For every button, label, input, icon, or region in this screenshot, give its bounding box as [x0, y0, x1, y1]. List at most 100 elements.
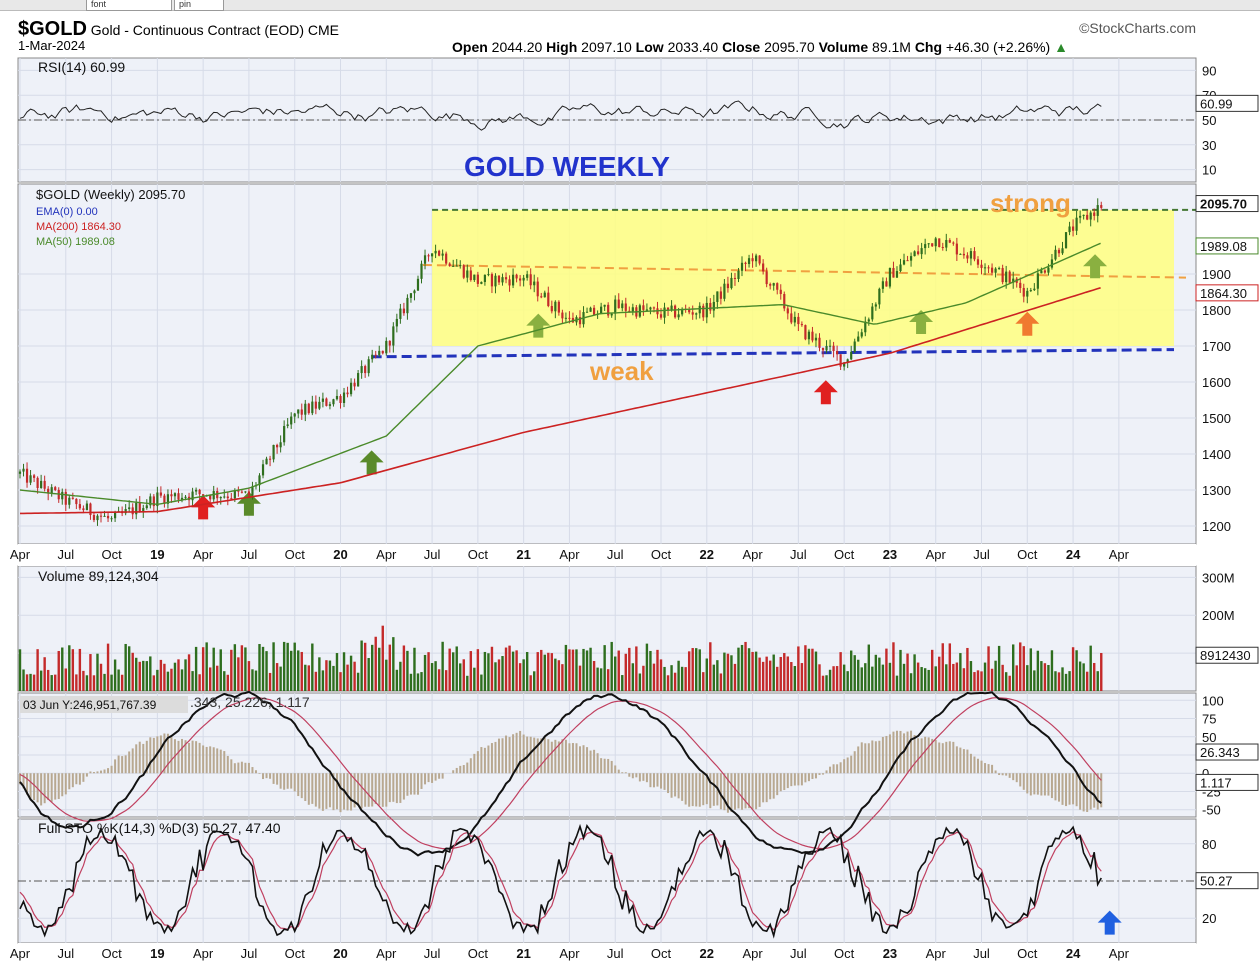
- volume-bar: [367, 658, 370, 691]
- price-candle: [272, 444, 275, 460]
- macd-histogram-bar: [438, 773, 441, 779]
- x-tick-label: Jul: [607, 946, 624, 961]
- chart-date: 1-Mar-2024: [18, 38, 86, 53]
- volume-bar: [712, 664, 716, 691]
- chg-up-icon: ▲: [1054, 39, 1068, 55]
- red-arrow: [813, 380, 838, 405]
- macd-histogram-bar: [219, 749, 222, 774]
- high-label: High: [546, 39, 578, 55]
- price-candle: [888, 268, 892, 287]
- macd-histogram-bar: [621, 772, 624, 774]
- volume-bar: [1078, 661, 1082, 691]
- volume-bar: [448, 648, 451, 691]
- volume-bar: [420, 672, 423, 691]
- macd-histogram-bar: [89, 771, 92, 774]
- price-candle: [293, 413, 296, 417]
- price-candle: [434, 250, 437, 254]
- macd-histogram-bar: [688, 773, 691, 807]
- volume-bar: [32, 674, 36, 691]
- price-candle: [726, 283, 730, 289]
- volume-bar: [730, 655, 733, 691]
- price-candle: [1033, 288, 1036, 291]
- volume-bar: [413, 647, 416, 691]
- price-candle: [762, 263, 765, 272]
- pin-tab[interactable]: pin: [174, 0, 224, 11]
- volume-bar: [973, 672, 976, 691]
- macd-histogram-bar: [353, 773, 356, 808]
- price-candle: [455, 265, 458, 267]
- volume-bar: [187, 654, 191, 691]
- price-candle: [25, 468, 29, 483]
- volume-bar: [645, 643, 649, 691]
- price-candle: [385, 340, 388, 354]
- price-candle: [1012, 278, 1015, 283]
- volume-bar: [437, 669, 441, 691]
- price-candle: [878, 288, 881, 305]
- macd-tick: 0: [1202, 766, 1209, 781]
- price-candle: [691, 312, 694, 315]
- price-candle: [719, 291, 722, 299]
- macd-histogram-bar: [184, 740, 187, 774]
- macd-histogram-bar: [490, 743, 493, 774]
- volume-bar: [332, 665, 335, 691]
- macd-histogram-bar: [1005, 773, 1008, 776]
- macd-histogram-bar: [1086, 773, 1089, 812]
- price-candle: [494, 275, 497, 287]
- volume-bar: [554, 658, 557, 691]
- volume-bar: [1096, 671, 1099, 691]
- volume-bar: [508, 645, 511, 691]
- macd-histogram-bar: [663, 773, 666, 790]
- volume-bar: [536, 652, 539, 691]
- macd-histogram-bar: [1093, 773, 1096, 808]
- macd-histogram-bar: [652, 773, 655, 788]
- macd-histogram-bar: [420, 773, 423, 789]
- price-candle: [233, 490, 236, 499]
- price-candle: [1064, 232, 1068, 249]
- price-candle: [592, 307, 596, 315]
- volume-bar: [776, 666, 779, 691]
- volume-bar: [899, 649, 902, 691]
- price-candle: [32, 475, 36, 478]
- volume-bar: [656, 649, 659, 691]
- x-tick-label: Oct: [285, 946, 306, 961]
- legend-price: $GOLD (Weekly) 2095.70: [36, 187, 185, 202]
- volume-bar: [691, 648, 694, 691]
- price-candle: [843, 362, 846, 367]
- macd-histogram-bar: [850, 755, 853, 774]
- price-candle: [152, 496, 155, 507]
- price-candle: [170, 494, 173, 497]
- price-tick: 1600: [1202, 375, 1231, 390]
- price-candle: [867, 319, 870, 322]
- volume-bar: [793, 666, 797, 691]
- price-candle: [603, 304, 606, 307]
- macd-histogram-bar: [251, 767, 254, 774]
- volume-bar: [758, 657, 761, 691]
- volume-bar: [568, 649, 571, 691]
- price-candle: [998, 268, 1001, 270]
- volume-bar: [106, 643, 110, 691]
- x-tick-label: Apr: [742, 547, 763, 562]
- volume-bar: [878, 657, 881, 691]
- volume-bar: [487, 653, 490, 691]
- volume-bar: [261, 646, 265, 691]
- low-value: 2033.40: [667, 39, 719, 55]
- price-candle: [776, 283, 779, 290]
- price-candle: [1100, 205, 1103, 208]
- plots: [18, 100, 1103, 939]
- price-candle: [828, 345, 832, 347]
- volume-bar: [247, 661, 251, 691]
- macd-histogram-bar: [571, 743, 574, 774]
- volume-bar: [504, 647, 508, 691]
- price-candle: [276, 444, 279, 448]
- macd-histogram-bar: [350, 773, 353, 811]
- price-candle: [50, 487, 53, 494]
- volume-bar: [779, 656, 782, 691]
- font-tab[interactable]: font: [86, 0, 172, 11]
- price-candle: [216, 490, 219, 499]
- volume-bar: [606, 669, 610, 691]
- x-tick-label: Apr: [926, 547, 947, 562]
- volume-bar: [768, 660, 772, 691]
- volume-bar: [483, 651, 487, 691]
- macd-histogram-bar: [860, 742, 863, 774]
- volume-bar: [719, 673, 723, 691]
